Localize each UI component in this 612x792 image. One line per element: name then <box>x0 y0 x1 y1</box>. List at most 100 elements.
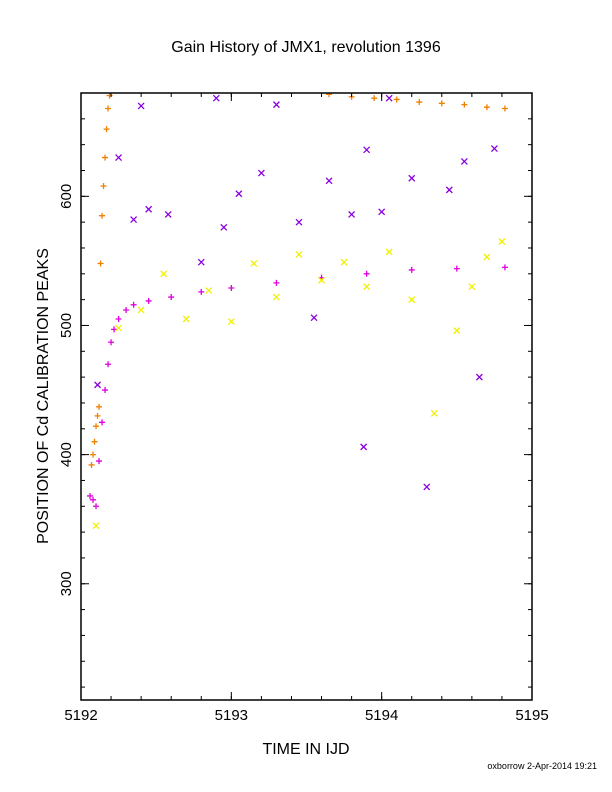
data-point <box>102 387 109 394</box>
data-point <box>393 96 400 103</box>
data-point <box>445 186 453 194</box>
data-point <box>371 95 378 102</box>
data-point <box>130 301 137 308</box>
data-point <box>197 258 205 266</box>
data-point <box>385 94 393 102</box>
data-point <box>115 154 123 162</box>
y-tick-label: 500 <box>58 313 75 338</box>
data-point <box>105 361 112 368</box>
data-point <box>164 210 172 218</box>
data-point <box>257 169 265 177</box>
data-point <box>490 145 498 152</box>
data-point <box>94 381 101 389</box>
data-point <box>501 105 508 112</box>
data-point <box>326 93 333 98</box>
data-point <box>310 314 318 322</box>
data-point <box>111 326 118 333</box>
data-point <box>123 306 130 313</box>
data-point <box>360 443 368 451</box>
series-1 <box>87 264 508 510</box>
y-tick-label: 400 <box>58 442 75 467</box>
data-point <box>468 283 476 291</box>
data-point <box>498 238 506 245</box>
data-point <box>363 283 371 291</box>
data-point <box>408 296 416 304</box>
data-point <box>461 101 468 108</box>
data-point <box>99 419 106 426</box>
data-point <box>115 316 122 323</box>
data-point <box>90 496 97 503</box>
data-point <box>363 146 371 154</box>
data-point <box>97 260 104 267</box>
y-axis: 300 400 500 600 <box>58 92 532 688</box>
data-point <box>438 100 445 107</box>
data-point <box>91 438 98 445</box>
data-point <box>340 258 348 266</box>
data-point <box>295 250 303 258</box>
data-point <box>378 208 386 216</box>
data-point <box>182 315 190 323</box>
data-point <box>423 483 431 491</box>
data-point <box>168 294 175 301</box>
footer-stamp: oxborrow 2-Apr-2014 19:21 <box>487 761 597 771</box>
data-point <box>115 324 123 332</box>
data-point <box>483 104 490 111</box>
data-point <box>235 190 243 198</box>
series-2 <box>94 94 498 491</box>
data-point <box>137 306 145 314</box>
data-point <box>212 94 220 102</box>
series-0 <box>88 93 508 468</box>
data-point <box>88 461 95 468</box>
x-axis-label: TIME IN IJD <box>262 741 349 758</box>
data-point <box>227 318 235 326</box>
data-point <box>105 105 112 112</box>
data-point <box>96 458 103 465</box>
data-point <box>220 223 228 231</box>
data-point <box>453 265 460 272</box>
data-point <box>205 287 213 295</box>
data-point <box>90 451 97 458</box>
data-point <box>318 276 325 284</box>
data-point <box>272 293 280 301</box>
data-point <box>416 99 423 106</box>
data-point <box>100 182 107 189</box>
data-point <box>475 373 483 381</box>
x-tick-label: 5194 <box>365 707 398 724</box>
data-point <box>92 522 100 530</box>
data-point <box>460 157 468 165</box>
data-point <box>103 126 110 133</box>
data-point <box>145 205 153 213</box>
data-point <box>102 154 109 161</box>
data-point <box>430 409 438 417</box>
series-3 <box>92 238 506 530</box>
data-point <box>295 218 303 226</box>
y-tick-label: 300 <box>58 571 75 596</box>
plot-frame <box>80 92 533 701</box>
data-point <box>145 297 152 304</box>
data-point <box>408 266 415 273</box>
data-point <box>501 264 508 271</box>
data-point <box>130 216 138 224</box>
data-point <box>93 423 100 430</box>
chart-title: Gain History of JMX1, revolution 1396 <box>171 39 441 56</box>
x-tick-label: 5195 <box>515 707 548 724</box>
data-point <box>99 212 106 219</box>
x-axis: 5192 5193 5194 5195 <box>64 93 549 724</box>
data-point <box>94 412 101 419</box>
data-point <box>96 403 103 410</box>
data-point <box>348 210 356 218</box>
data-point <box>385 248 393 256</box>
data-marks <box>87 93 508 530</box>
data-point <box>483 253 491 261</box>
y-axis-label: POSITION OF Cd CALIBRATION PEAKS <box>35 248 52 544</box>
data-point <box>363 270 370 277</box>
x-tick-label: 5192 <box>64 707 97 724</box>
data-point <box>160 270 168 278</box>
data-point <box>228 285 235 292</box>
y-tick-label: 600 <box>58 184 75 209</box>
data-point <box>250 260 258 267</box>
data-point <box>108 339 115 346</box>
data-point <box>272 101 280 109</box>
data-point <box>453 327 461 335</box>
